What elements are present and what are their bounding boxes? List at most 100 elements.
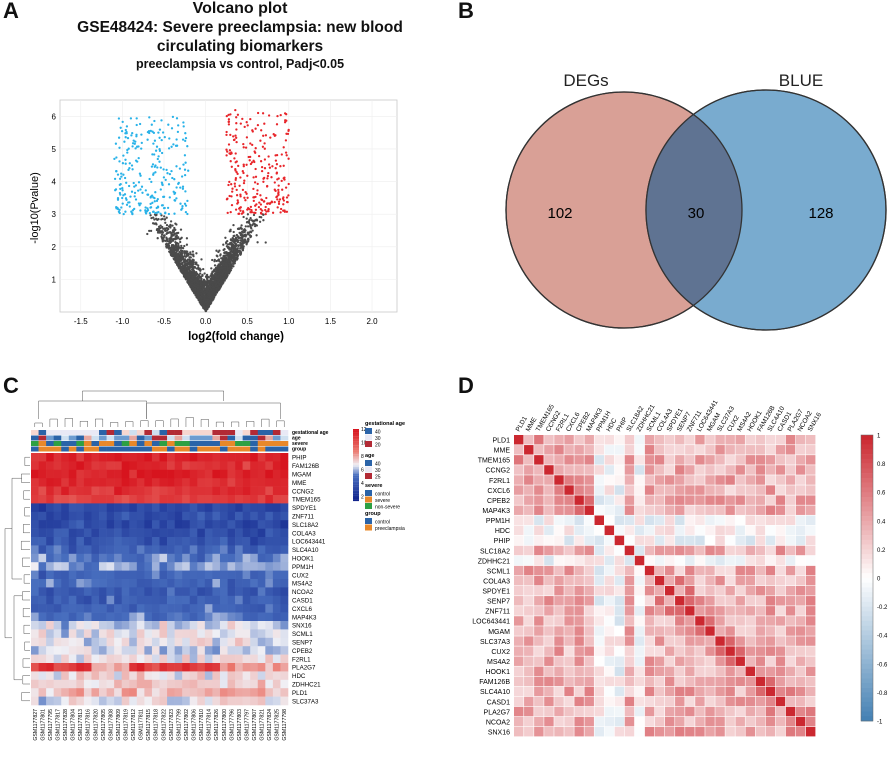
volcano-point [230, 249, 233, 252]
heatmap-cell [242, 612, 251, 622]
volcano-point [170, 145, 173, 148]
correlation-cell [574, 535, 584, 546]
heatmap-legend-swatch [365, 428, 372, 434]
heatmap-annotation-cell [31, 430, 39, 435]
correlation-cell [654, 465, 665, 475]
correlation-cell [654, 565, 665, 576]
volcano-point [186, 266, 190, 269]
heatmap-cell [219, 553, 228, 563]
volcano-point [121, 162, 125, 165]
heatmap-cell [76, 520, 85, 529]
correlation-cell [695, 445, 705, 455]
volcano-point [277, 184, 280, 187]
heatmap-cell [53, 520, 62, 529]
heatmap-cell [46, 629, 54, 639]
volcano-point [133, 195, 136, 198]
heatmap-cell [182, 495, 191, 504]
volcano-point [249, 117, 252, 121]
heatmap-cell [106, 629, 115, 639]
heatmap-cell [68, 537, 77, 546]
volcano-point [287, 182, 290, 186]
correlation-cell [564, 435, 574, 445]
volcano-point [181, 138, 185, 141]
heatmap-annotation-cell [197, 441, 206, 446]
correlation-cell [685, 545, 695, 556]
volcano-x-ticks: -1.5 -1.0 -0.5 0.0 0.5 1.0 1.5 2.0 [74, 317, 378, 326]
heatmap-scale-segment [353, 430, 359, 433]
heatmap-cell [121, 520, 130, 529]
volcano-point [251, 143, 254, 147]
heatmap-cell [280, 612, 289, 622]
heatmap-annotation-cell [91, 430, 100, 435]
volcano-point [219, 265, 222, 268]
heatmap-cell [144, 696, 153, 706]
heatmap-cell [182, 486, 191, 496]
volcano-point [153, 153, 156, 156]
correlation-cell [795, 435, 806, 445]
correlation-cell [634, 555, 645, 566]
volcano-point [282, 177, 285, 180]
volcano-point [149, 196, 152, 199]
correlation-cell [564, 535, 574, 546]
volcano-point [148, 229, 151, 233]
heatmap-cell [242, 461, 251, 471]
correlation-cell [795, 515, 806, 525]
heatmap-cell [212, 537, 221, 546]
correlation-cell [675, 586, 685, 596]
correlation-cell [785, 565, 796, 576]
volcano-point [230, 253, 233, 256]
heatmap-cell [182, 654, 191, 664]
heatmap-cell [38, 637, 47, 647]
volcano-point [184, 139, 187, 143]
heatmap-cell [174, 604, 183, 613]
heatmap-cell [257, 595, 266, 605]
heatmap-annotation-cell [182, 435, 191, 441]
volcano-point [246, 174, 249, 177]
heatmap-sample-label: GSM1177826 [214, 709, 220, 741]
heatmap-cell [159, 671, 168, 681]
volcano-point [235, 194, 239, 197]
heatmap-cell [219, 587, 228, 597]
heatmap-scale-tick: 2 [361, 495, 364, 501]
heatmap-cell [219, 469, 228, 479]
correlation-cell [725, 565, 735, 576]
heatmap-cell [61, 587, 70, 597]
heatmap-cell [53, 478, 62, 487]
heatmap-cell [114, 503, 123, 513]
volcano-point [219, 273, 223, 276]
volcano-point [121, 189, 124, 192]
heatmap-cell [68, 570, 77, 580]
heatmap-cell [167, 553, 175, 563]
heatmap-cell [83, 478, 92, 487]
volcano-point [169, 220, 173, 223]
heatmap-dendrogram-branch [23, 524, 30, 534]
correlation-cell [564, 515, 574, 525]
correlation-cell [695, 515, 705, 525]
correlation-cell [795, 475, 806, 485]
volcano-point [153, 218, 156, 221]
heatmap-cell [121, 486, 130, 496]
heatmap-cell [182, 553, 191, 563]
correlation-cell [654, 505, 665, 515]
heatmap-dendrogram-branch [24, 507, 30, 517]
heatmap-cell [189, 537, 198, 546]
volcano-point [124, 128, 127, 132]
heatmap-cell [235, 461, 243, 471]
heatmap-dendrogram-branch [22, 557, 30, 567]
volcano-point [202, 292, 205, 296]
heatmap-cell [129, 679, 138, 689]
volcano-point [250, 211, 254, 214]
heatmap-cell [159, 511, 168, 521]
heatmap-cell [61, 595, 70, 605]
volcano-point [192, 280, 196, 283]
heatmap-cell [114, 545, 123, 555]
heatmap-cell [250, 453, 259, 462]
correlation-cell [574, 505, 584, 515]
heatmap-cell [219, 537, 228, 546]
volcano-point [225, 260, 228, 263]
volcano-point [126, 151, 129, 154]
heatmap-cell [235, 486, 243, 496]
heatmap-cell [121, 646, 130, 655]
correlation-cell [745, 525, 755, 536]
volcano-point [153, 139, 157, 142]
